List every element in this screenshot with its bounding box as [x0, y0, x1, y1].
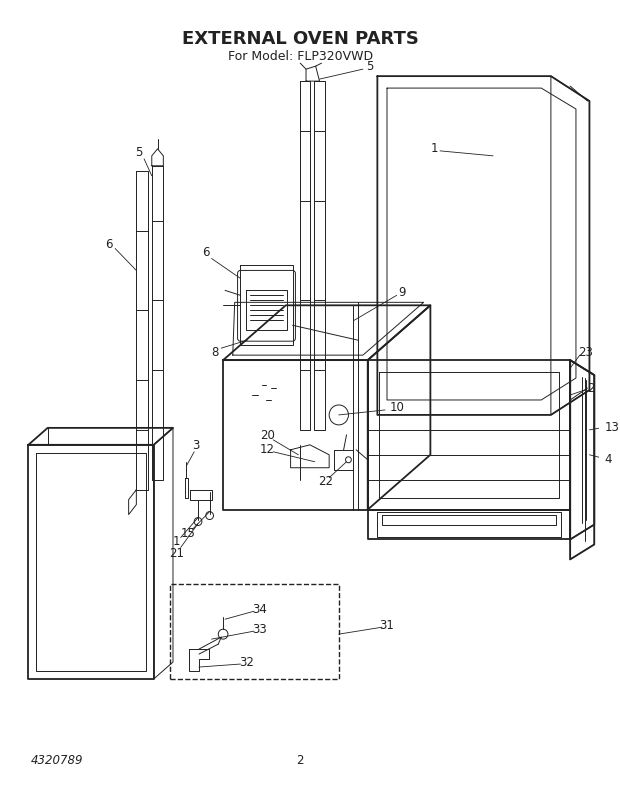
Text: 21: 21	[169, 547, 184, 560]
Text: 5: 5	[366, 60, 373, 72]
Text: 12: 12	[260, 443, 275, 456]
Text: 23: 23	[578, 345, 593, 359]
Text: 13: 13	[605, 421, 620, 434]
Text: 2: 2	[296, 754, 304, 767]
Text: EXTERNAL OVEN PARTS: EXTERNAL OVEN PARTS	[182, 30, 418, 48]
Text: 34: 34	[252, 603, 267, 615]
Text: 22: 22	[318, 475, 333, 488]
Text: 2: 2	[587, 382, 594, 394]
Text: 15: 15	[181, 527, 196, 540]
Text: For Model: FLP320VWD: For Model: FLP320VWD	[228, 50, 373, 63]
Text: 8: 8	[211, 345, 219, 359]
Text: 20: 20	[260, 430, 275, 442]
Text: 10: 10	[389, 401, 404, 415]
Text: 31: 31	[379, 619, 394, 632]
Text: 32: 32	[239, 656, 254, 668]
Text: 3: 3	[192, 439, 200, 453]
Text: 6: 6	[105, 238, 113, 251]
Text: 33: 33	[252, 623, 267, 636]
Text: 4320789: 4320789	[30, 754, 83, 767]
Text: 6: 6	[202, 246, 210, 259]
Text: 5: 5	[136, 146, 143, 159]
Text: 1: 1	[173, 535, 180, 548]
Text: 9: 9	[399, 286, 406, 299]
Bar	[170, 584, 339, 679]
Text: 1: 1	[430, 142, 438, 155]
Text: 4: 4	[605, 453, 613, 466]
